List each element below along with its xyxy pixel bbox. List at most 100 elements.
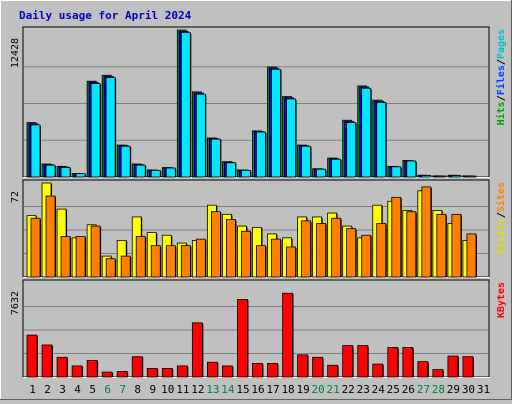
middle-side-legend-sites: Sites (495, 182, 507, 212)
bottom-bar-kbytes-day-3 (57, 357, 67, 377)
top-bar-pages-day-7 (121, 146, 130, 177)
top-side-legend-files: Files (495, 65, 507, 95)
x-tick-label-day-17: 17 (266, 383, 279, 396)
x-tick-label-day-23: 23 (357, 383, 370, 396)
middle-max-label: 72 (10, 191, 21, 203)
x-tick-label-day-7: 7 (119, 383, 126, 396)
x-tick-label-day-26: 26 (402, 383, 415, 396)
x-tick-label-day-9: 9 (149, 383, 156, 396)
top-bar-pages-day-22 (347, 123, 356, 177)
bottom-bar-kbytes-day-30 (463, 357, 473, 377)
top-bar-pages-day-18 (287, 99, 296, 177)
top-bar-pages-day-17 (272, 69, 281, 177)
x-tick-label-day-1: 1 (29, 383, 36, 396)
x-tick-label-day-16: 16 (251, 383, 264, 396)
x-tick-label-day-21: 21 (327, 383, 340, 396)
top-bar-pages-day-23 (362, 88, 371, 177)
top-bar-pages-day-20 (317, 169, 326, 177)
bottom-bar-kbytes-day-5 (87, 360, 97, 377)
bottom-bar-kbytes-day-19 (298, 355, 308, 377)
top-bar-pages-day-5 (91, 84, 100, 177)
middle-bar-sites-day-1 (31, 218, 40, 277)
top-bar-pages-day-14 (226, 163, 235, 177)
bottom-bar-kbytes-day-18 (283, 293, 293, 377)
x-tick-label-day-31: 31 (477, 383, 490, 396)
x-tick-label-day-19: 19 (296, 383, 309, 396)
top-bar-pages-day-8 (136, 165, 145, 177)
middle-bar-sites-day-20 (317, 223, 326, 277)
top-side-legend-hits: Hits (495, 101, 507, 125)
bottom-bar-kbytes-day-25 (388, 347, 398, 377)
bottom-bar-kbytes-day-27 (418, 362, 428, 377)
middle-bar-sites-day-21 (332, 218, 341, 277)
middle-bar-sites-day-23 (362, 235, 371, 277)
middle-bar-sites-day-4 (76, 237, 85, 277)
top-bar-pages-day-29 (452, 175, 461, 177)
middle-bar-sites-day-8 (136, 237, 145, 277)
bottom-bar-kbytes-day-29 (448, 356, 458, 377)
middle-bar-sites-day-22 (347, 229, 356, 277)
x-tick-label-day-11: 11 (176, 383, 189, 396)
bottom-bar-kbytes-day-21 (328, 365, 338, 377)
top-bar-pages-day-28 (437, 176, 446, 177)
bottom-bar-kbytes-day-4 (72, 366, 82, 377)
bottom-bar-kbytes-day-8 (132, 357, 142, 377)
bottom-side-legend: KBytes (496, 282, 507, 318)
top-bar-pages-day-16 (256, 132, 265, 177)
top-bar-pages-day-2 (46, 165, 55, 177)
x-tick-label-day-14: 14 (221, 383, 235, 396)
bottom-bar-kbytes-day-10 (162, 368, 172, 377)
x-tick-label-day-8: 8 (134, 383, 141, 396)
x-tick-label-day-25: 25 (387, 383, 400, 396)
middle-bar-sites-day-18 (287, 247, 296, 277)
middle-bar-sites-day-15 (241, 231, 250, 277)
middle-bar-sites-day-6 (106, 259, 115, 277)
bottom-max-label: 7632 (10, 291, 21, 315)
bottom-bar-kbytes-day-23 (358, 346, 368, 377)
middle-bar-sites-day-11 (181, 246, 190, 277)
top-side-legend-pages: Pages (496, 29, 507, 59)
middle-bar-sites-day-26 (407, 212, 416, 277)
x-tick-label-day-12: 12 (191, 383, 204, 396)
bottom-bar-kbytes-day-15 (237, 299, 247, 377)
top-bar-pages-day-15 (241, 170, 250, 177)
x-tick-label-day-2: 2 (44, 383, 51, 396)
middle-side-legend: Visits/Sites (495, 182, 507, 254)
top-bar-pages-day-30 (467, 176, 476, 177)
top-max-label: 12428 (10, 38, 21, 68)
middle-bar-sites-day-30 (467, 234, 476, 277)
middle-bar-sites-day-10 (166, 246, 175, 277)
top-bar-pages-day-13 (211, 139, 220, 177)
top-bar-pages-day-24 (377, 102, 386, 177)
bottom-bar-kbytes-day-17 (268, 363, 278, 377)
middle-bar-sites-day-5 (91, 226, 100, 277)
x-tick-label-day-4: 4 (74, 383, 81, 396)
top-bar-pages-day-11 (181, 33, 190, 177)
top-bar-pages-day-4 (76, 174, 85, 177)
bottom-bar-kbytes-day-22 (343, 346, 353, 377)
bottom-bar-kbytes-day-1 (27, 335, 37, 377)
x-tick-label-day-30: 30 (462, 383, 475, 396)
x-tick-label-day-20: 20 (312, 383, 325, 396)
x-tick-label-day-24: 24 (372, 383, 386, 396)
x-tick-label-day-3: 3 (59, 383, 66, 396)
x-tick-label-day-6: 6 (104, 383, 111, 396)
x-tick-label-day-13: 13 (206, 383, 219, 396)
middle-bar-sites-day-9 (151, 246, 160, 277)
top-bar-pages-day-6 (106, 78, 115, 177)
middle-bar-sites-day-13 (211, 212, 220, 277)
bottom-bar-kbytes-day-6 (102, 372, 112, 377)
x-tick-label-day-29: 29 (447, 383, 460, 396)
x-tick-label-day-18: 18 (281, 383, 294, 396)
middle-bar-sites-day-14 (226, 220, 235, 277)
top-bar-pages-day-19 (302, 146, 311, 177)
bottom-bar-kbytes-day-9 (147, 368, 157, 377)
bottom-bar-kbytes-day-14 (222, 366, 232, 377)
x-tick-label-day-22: 22 (342, 383, 355, 396)
top-bar-pages-day-12 (196, 94, 205, 177)
middle-bar-sites-day-19 (302, 221, 311, 277)
middle-bar-sites-day-7 (121, 256, 130, 277)
bottom-bar-kbytes-day-12 (192, 323, 202, 377)
top-bar-pages-day-1 (31, 125, 40, 177)
